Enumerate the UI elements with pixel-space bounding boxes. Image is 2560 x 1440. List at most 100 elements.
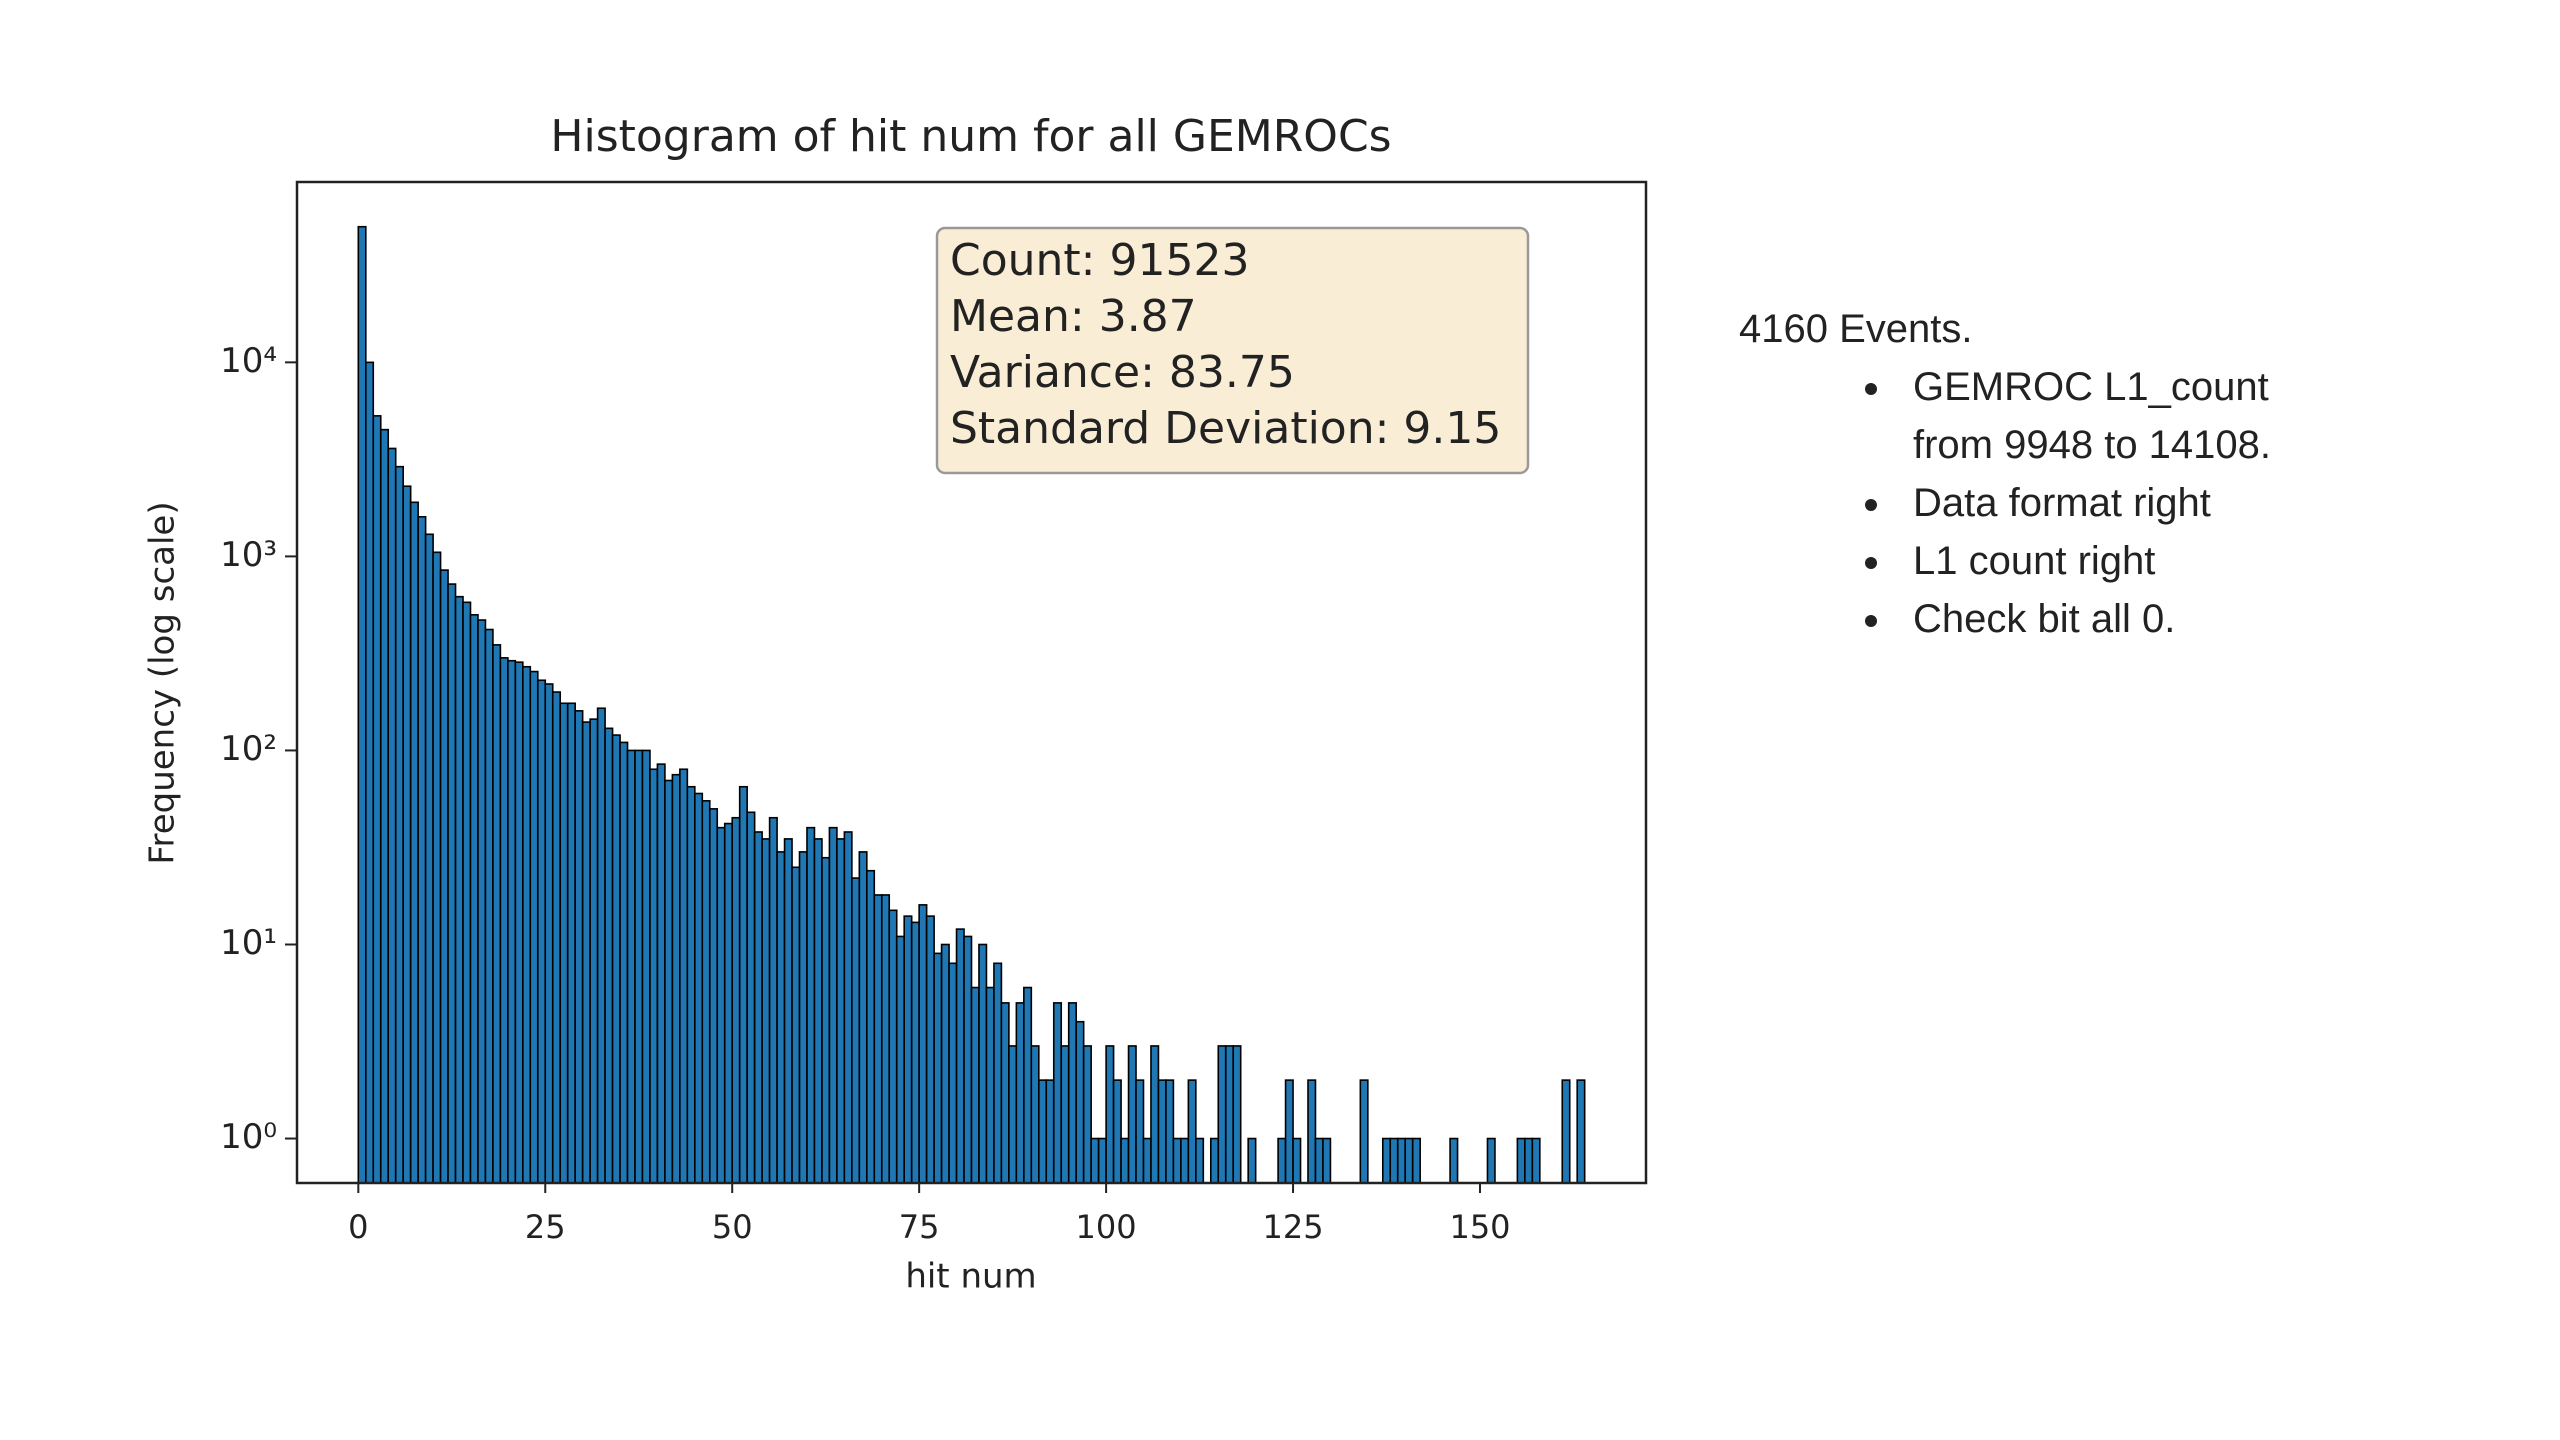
bar	[1030, 1045, 1040, 1184]
bar	[1142, 1137, 1152, 1184]
notes: 4160 Events. GEMROC L1_count from 9948 t…	[1739, 300, 2499, 648]
bar	[424, 533, 434, 1184]
bar	[1015, 1002, 1025, 1184]
bar	[1165, 1079, 1175, 1184]
bullet-list: GEMROC L1_count from 9948 to 14108.Data …	[1739, 358, 2499, 648]
bar	[813, 838, 823, 1184]
bar	[484, 628, 494, 1184]
stats-line: Count: 91523	[950, 235, 1249, 286]
bullet: Data format right	[1895, 474, 2499, 532]
bar	[1150, 1045, 1160, 1184]
bar	[806, 826, 816, 1184]
bar	[454, 595, 464, 1184]
bar	[858, 851, 868, 1184]
bar	[836, 838, 846, 1184]
y-tick-label: 10⁴	[220, 341, 277, 381]
bar	[1322, 1137, 1332, 1184]
x-tick-label: 50	[712, 1208, 753, 1246]
bar	[566, 702, 576, 1184]
bar	[544, 683, 554, 1184]
bar	[985, 986, 995, 1184]
bar	[753, 831, 763, 1184]
bar	[379, 428, 390, 1184]
bar	[1023, 986, 1033, 1184]
bar	[641, 749, 651, 1184]
bar	[1067, 1002, 1077, 1184]
bar	[895, 935, 905, 1184]
bar	[626, 749, 636, 1184]
bar	[619, 741, 629, 1184]
bar	[1097, 1137, 1107, 1184]
bar	[716, 826, 726, 1184]
bar	[1045, 1079, 1055, 1184]
y-tick-label: 10²	[220, 729, 277, 769]
bar	[1120, 1137, 1130, 1184]
bar	[686, 785, 696, 1184]
bar	[589, 718, 599, 1184]
bar	[581, 721, 591, 1184]
bar	[559, 702, 569, 1184]
bullet: L1 count right	[1895, 532, 2499, 590]
bar	[1449, 1137, 1459, 1184]
bar	[1157, 1079, 1167, 1184]
bar	[993, 962, 1003, 1184]
bar	[1075, 1020, 1085, 1184]
bar	[694, 792, 704, 1184]
bar	[574, 710, 584, 1184]
bar	[387, 447, 397, 1184]
bar	[417, 515, 427, 1184]
bar	[925, 915, 935, 1184]
bar	[933, 952, 943, 1184]
bar	[1008, 1045, 1018, 1184]
bar	[791, 866, 801, 1184]
bar	[1292, 1137, 1302, 1184]
bar	[843, 831, 853, 1184]
bar	[492, 644, 502, 1184]
bar	[1060, 1045, 1070, 1184]
bar	[821, 856, 831, 1184]
bar	[611, 734, 621, 1184]
bar	[1389, 1137, 1399, 1184]
bar	[679, 768, 689, 1184]
bar	[1209, 1137, 1220, 1184]
bar	[514, 661, 524, 1184]
bar	[1232, 1045, 1242, 1184]
bar	[783, 838, 793, 1184]
bar	[604, 727, 614, 1184]
x-tick-label: 0	[348, 1208, 368, 1246]
plot-frame	[295, 180, 1648, 1185]
chart-title: Histogram of hit num for all GEMROCs	[550, 111, 1391, 162]
bar	[1135, 1079, 1145, 1184]
bar	[1284, 1079, 1294, 1184]
bar	[1224, 1045, 1235, 1184]
bar	[978, 943, 988, 1184]
bar	[469, 614, 479, 1184]
bar	[1359, 1079, 1369, 1184]
x-tick-label: 150	[1449, 1208, 1510, 1246]
bar	[903, 915, 913, 1184]
bar	[1524, 1137, 1534, 1184]
bar	[880, 894, 891, 1184]
bar	[364, 361, 375, 1184]
bar	[357, 225, 367, 1184]
bar	[851, 877, 861, 1184]
bar	[1486, 1137, 1496, 1184]
bar	[439, 569, 449, 1184]
bar	[1052, 1002, 1063, 1184]
bar	[1090, 1137, 1100, 1184]
y-tick-label: 10¹	[220, 923, 277, 963]
bar	[776, 851, 786, 1184]
bar	[1112, 1079, 1122, 1184]
bar	[1082, 1045, 1092, 1184]
stats-box	[935, 226, 1530, 475]
bar	[761, 838, 771, 1184]
bar	[746, 811, 756, 1184]
y-tick-label: 10³	[220, 535, 277, 575]
bar	[1314, 1137, 1324, 1184]
bar	[656, 763, 666, 1184]
bar	[768, 816, 778, 1184]
bar	[1277, 1137, 1287, 1184]
bar	[1000, 1002, 1010, 1184]
bar	[462, 601, 472, 1184]
